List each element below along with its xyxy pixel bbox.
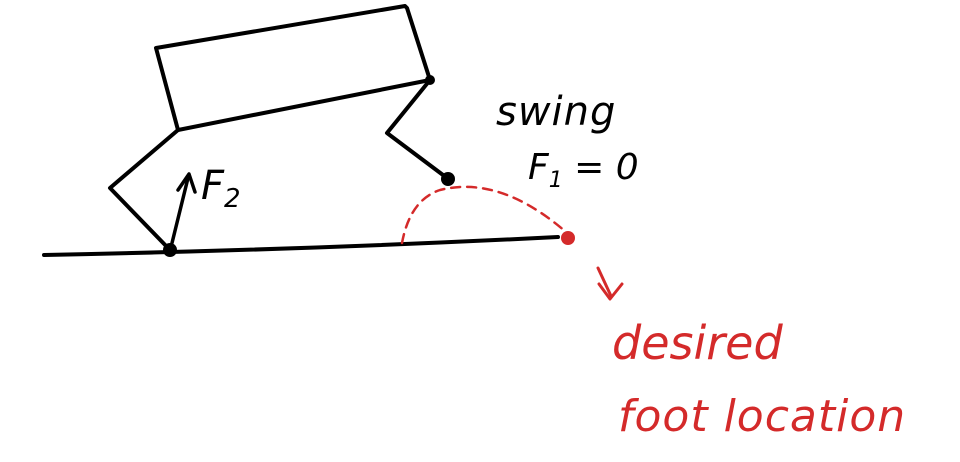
- down-arrow-head: [597, 282, 624, 301]
- force-arrow-f2-head: [176, 172, 197, 194]
- swing-foot: [441, 172, 455, 186]
- desired-foot-marker: [561, 231, 575, 245]
- desired-label-line1: desired: [612, 316, 783, 370]
- desired-label-line2: foot location: [618, 391, 907, 442]
- ground-line: [42, 235, 560, 257]
- swing-force-label: F1 = 0: [528, 147, 639, 193]
- swing-trajectory: [400, 185, 568, 245]
- stance-leg: [108, 128, 180, 252]
- robot-body: [154, 4, 432, 132]
- swing-label: swing: [496, 89, 617, 135]
- stance-force-label: F2: [201, 163, 241, 214]
- force-arrow-f2: [170, 176, 190, 245]
- swing-leg: [385, 78, 449, 180]
- down-arrow: [596, 266, 613, 298]
- stance-foot: [163, 243, 177, 257]
